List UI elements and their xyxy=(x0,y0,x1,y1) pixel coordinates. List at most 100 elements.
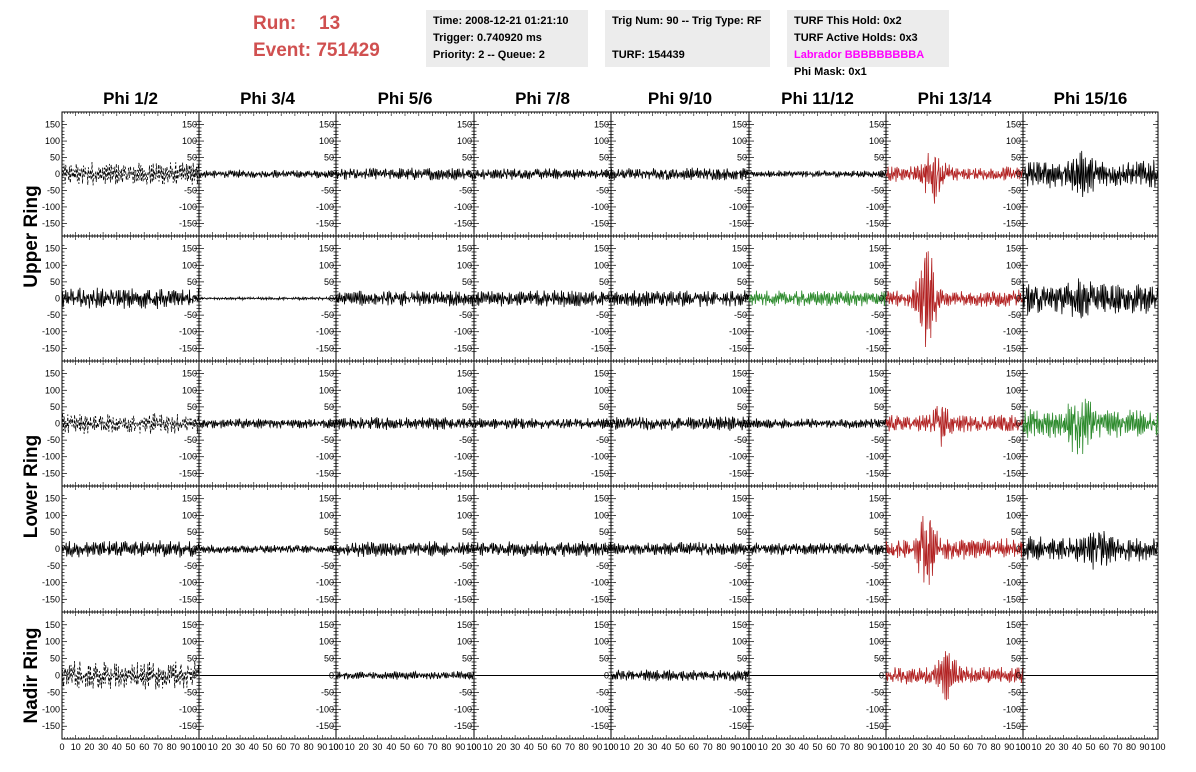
y-tick-label: 100 xyxy=(182,136,197,146)
y-tick-label: 150 xyxy=(45,494,60,504)
waveform-trace xyxy=(198,295,337,302)
y-tick-label: -50 xyxy=(47,185,60,195)
y-tick-label: -150 xyxy=(591,468,609,478)
run-value: 13 xyxy=(319,13,341,34)
y-tick-label: 50 xyxy=(50,277,60,287)
y-tick-label: 50 xyxy=(187,402,197,412)
y-tick-label: 50 xyxy=(1011,153,1021,163)
y-tick-label: 0 xyxy=(742,294,747,304)
y-tick-label: 0 xyxy=(467,419,472,429)
y-tick-label: 100 xyxy=(869,136,884,146)
y-tick-label: -100 xyxy=(729,452,747,462)
y-tick-label: 0 xyxy=(467,294,472,304)
y-tick-label: -50 xyxy=(871,185,884,195)
y-tick-label: -50 xyxy=(459,185,472,195)
y-tick-label: -100 xyxy=(179,327,197,337)
waveform-trace xyxy=(885,152,1024,204)
y-tick-label: -100 xyxy=(866,327,884,337)
y-tick-label: -100 xyxy=(591,327,609,337)
panel: -150 -100 -50 0 50 100 150 xyxy=(729,111,887,237)
y-tick-label: 100 xyxy=(182,260,197,270)
y-tick-label: -50 xyxy=(1008,310,1021,320)
turf-this-hold-text: TURF This Hold: 0x2 xyxy=(794,15,902,27)
y-tick-label: -100 xyxy=(866,452,884,462)
y-tick-label: 100 xyxy=(319,136,334,146)
y-tick-label: -100 xyxy=(316,452,334,462)
y-tick-label: -150 xyxy=(316,468,334,478)
y-tick-label: 150 xyxy=(869,120,884,130)
y-tick-label: -150 xyxy=(729,468,747,478)
y-tick-label: 150 xyxy=(594,120,609,130)
y-tick-label: 0 xyxy=(192,419,197,429)
y-tick-label: 50 xyxy=(324,402,334,412)
y-tick-label: 150 xyxy=(182,244,197,254)
y-tick-label: 150 xyxy=(457,369,472,379)
waveform-trace xyxy=(335,417,475,431)
column-header: Phi 9/10 xyxy=(648,89,712,108)
y-tick-label: 50 xyxy=(462,402,472,412)
y-tick-label: 0 xyxy=(55,169,60,179)
y-tick-label: -100 xyxy=(1003,327,1021,337)
y-tick-label: 50 xyxy=(599,402,609,412)
y-tick-label: -100 xyxy=(42,452,60,462)
y-tick-label: 100 xyxy=(45,136,60,146)
run-event-box: Run: 13 Event: 751429 xyxy=(253,10,380,64)
y-tick-label: 0 xyxy=(879,294,884,304)
y-tick-label: 50 xyxy=(874,153,884,163)
waveform-trace xyxy=(610,167,750,181)
y-tick-label: -150 xyxy=(316,343,334,353)
waveform-trace xyxy=(885,405,1024,447)
y-tick-label: 50 xyxy=(50,527,60,537)
waveform-trace xyxy=(885,251,1024,348)
column-header: Phi 7/8 xyxy=(515,89,570,108)
panel: -150 -100 -50 0 50 100 150 xyxy=(866,360,1024,487)
run-label: Run: xyxy=(253,13,297,34)
panel: -150 -100 -50 0 50 100 150 xyxy=(591,111,750,237)
y-tick-label: 50 xyxy=(324,277,334,287)
y-tick-label: 50 xyxy=(324,527,334,537)
y-tick-label: 100 xyxy=(869,385,884,395)
y-tick-label: -100 xyxy=(454,202,472,212)
y-tick-label: -150 xyxy=(591,218,609,228)
panel: -150 -100 -50 0 50 100 150 xyxy=(1003,360,1159,487)
y-tick-label: 150 xyxy=(732,120,747,130)
waveform-trace xyxy=(198,544,337,554)
y-tick-label: 50 xyxy=(50,402,60,412)
y-tick-label: 150 xyxy=(45,244,60,254)
y-tick-label: -50 xyxy=(1008,435,1021,445)
y-tick-label: -50 xyxy=(321,435,334,445)
panel: -150 -100 -50 0 50 100 150 xyxy=(42,111,200,237)
y-tick-label: -150 xyxy=(591,343,609,353)
event-value: 751429 xyxy=(316,40,380,61)
column-header: Phi 13/14 xyxy=(918,89,992,108)
y-tick-label: -100 xyxy=(179,578,197,588)
y-tick-label: 100 xyxy=(1006,385,1021,395)
y-tick-label: 0 xyxy=(467,544,472,554)
time-info-box: Time: 2008-12-21 01:21:10 Trigger: 0.740… xyxy=(426,10,588,67)
y-tick-label: 50 xyxy=(187,527,197,537)
y-tick-label: -150 xyxy=(866,468,884,478)
y-tick-label: -150 xyxy=(1003,468,1021,478)
y-tick-label: -100 xyxy=(729,327,747,337)
event-line: Event: 751429 xyxy=(253,37,380,64)
y-tick-label: 0 xyxy=(467,169,472,179)
y-tick-label: 150 xyxy=(319,494,334,504)
y-tick-label: 150 xyxy=(319,120,334,130)
y-tick-label: 100 xyxy=(319,260,334,270)
panel: -150 -100 -50 0 50 100 150 xyxy=(866,235,1024,362)
panel: -150 -100 -50 0 50 100 150 xyxy=(42,235,200,362)
y-tick-label: -150 xyxy=(866,218,884,228)
y-tick-label: 150 xyxy=(594,369,609,379)
panel: -150 -100 -50 0 50 100 150 xyxy=(866,111,1024,237)
waveform-trace xyxy=(610,290,750,308)
y-tick-label: 100 xyxy=(319,385,334,395)
y-tick-label: 50 xyxy=(50,153,60,163)
panel-frame xyxy=(61,111,200,237)
panel: -150 -100 -50 0 50 100 150 xyxy=(42,360,200,487)
panel: -150 -100 -50 0 50 100 150 xyxy=(729,360,887,487)
y-tick-label: 50 xyxy=(187,153,197,163)
y-tick-label: -100 xyxy=(1003,202,1021,212)
y-tick-label: -100 xyxy=(591,452,609,462)
y-tick-label: 0 xyxy=(329,544,334,554)
y-tick-label: 50 xyxy=(737,277,747,287)
